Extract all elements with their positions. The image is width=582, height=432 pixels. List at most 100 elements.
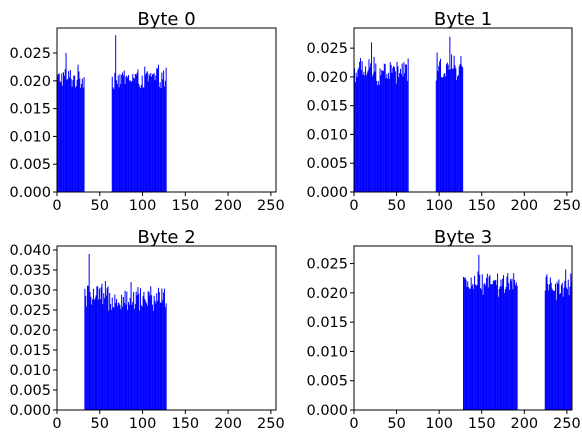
histogram-bar xyxy=(120,309,122,410)
histogram-bar xyxy=(464,277,466,410)
histogram-bar xyxy=(149,76,151,192)
histogram-bar xyxy=(125,76,127,192)
histogram-bar xyxy=(462,67,464,192)
histogram-bar xyxy=(62,72,64,192)
histogram-bar xyxy=(122,75,124,192)
histogram-bar xyxy=(471,285,473,410)
histogram-bar xyxy=(449,36,451,192)
histogram-bar xyxy=(140,84,142,192)
histogram-bar xyxy=(125,304,127,410)
histogram-bar xyxy=(439,61,441,192)
histogram-bar xyxy=(61,73,63,192)
subplot-byte-0: Byte 0 0 50 100 150 200 250 0.0000.0050.0100.… xyxy=(9,9,284,214)
histogram-bar xyxy=(555,299,557,410)
histogram-bar xyxy=(495,279,497,410)
histogram-bar xyxy=(161,288,163,410)
histogram-bar xyxy=(511,278,513,410)
x-tick-label: 200 xyxy=(510,416,538,432)
histogram-bar xyxy=(67,78,69,192)
histogram-bar xyxy=(560,293,562,410)
y-tick-label: 0.030 xyxy=(9,283,51,299)
histogram-bar xyxy=(146,71,148,192)
histogram-bar xyxy=(98,299,100,410)
histogram-bar xyxy=(565,269,567,410)
histogram-bar xyxy=(470,277,472,410)
histogram-bar xyxy=(563,287,565,410)
histogram-bar xyxy=(86,285,88,410)
histogram-bar xyxy=(93,299,95,410)
histogram-bar xyxy=(445,64,447,192)
histogram-bar xyxy=(111,297,113,410)
histogram-bar xyxy=(126,291,128,410)
histogram-bar xyxy=(157,64,159,192)
histogram-bar xyxy=(467,281,469,410)
histogram-bar xyxy=(486,273,488,410)
histogram-bar xyxy=(132,74,134,192)
histogram-bar xyxy=(77,64,79,192)
subplot-title: Byte 0 xyxy=(137,9,195,30)
histogram-bar xyxy=(457,75,459,192)
y-tick-label: 0.025 xyxy=(306,41,348,57)
histogram-bar xyxy=(104,298,106,410)
histogram-bar xyxy=(153,73,155,192)
histogram-bar xyxy=(89,291,91,410)
histogram-bar xyxy=(157,287,159,410)
histogram-bar xyxy=(477,271,479,410)
bars-byte-1 xyxy=(354,36,464,193)
histogram-bar xyxy=(95,295,97,410)
histogram-bar xyxy=(145,74,147,192)
histogram-bar xyxy=(131,304,133,410)
histogram-bar xyxy=(139,88,141,192)
histogram-bar xyxy=(488,276,490,410)
x-tick-label: 50 xyxy=(387,198,405,214)
x-tick-label: 250 xyxy=(553,416,581,432)
histogram-bar xyxy=(448,69,450,192)
histogram-bar xyxy=(129,80,131,192)
histogram-bar xyxy=(154,80,156,192)
x-tick-label: 150 xyxy=(468,416,496,432)
histogram-bar xyxy=(133,292,135,410)
histogram-bar xyxy=(63,75,65,192)
histogram-bar xyxy=(546,274,548,410)
histogram-bar xyxy=(101,283,103,410)
subplot-title: Byte 2 xyxy=(137,227,195,248)
x-axis-ticks: 0 50 100 150 200 250 xyxy=(52,192,285,214)
y-tick-label: 0.005 xyxy=(9,383,51,399)
y-tick-label: 0.010 xyxy=(306,344,348,360)
histogram-bar xyxy=(122,306,124,410)
x-axis-ticks: 0 50 100 150 200 250 xyxy=(52,410,285,432)
y-tick-label: 0.020 xyxy=(306,286,348,302)
x-axis-ticks: 0 50 100 150 200 250 xyxy=(349,192,581,214)
subplot-title: Byte 3 xyxy=(434,227,492,248)
histogram-bar xyxy=(397,66,399,192)
y-tick-label: 0.015 xyxy=(306,99,348,115)
histogram-bar xyxy=(375,63,377,193)
histogram-bar xyxy=(76,79,78,192)
y-tick-label: 0.020 xyxy=(306,70,348,86)
histogram-bar xyxy=(474,284,476,410)
y-axis-ticks: 0.000 0.005 0.010 0.015 0.020 0.025 0.030 0.035… xyxy=(9,243,57,419)
histogram-bar xyxy=(362,74,364,192)
histogram-bar xyxy=(507,273,509,410)
histogram-bar xyxy=(105,295,107,410)
histogram-bar xyxy=(405,64,407,192)
histogram-bar xyxy=(107,286,109,410)
subplot-byte-2: Byte 2 0 50 100 150 200 250 0.0000.0050.0100.… xyxy=(9,227,284,432)
histogram-bar xyxy=(400,73,402,192)
histogram-bar xyxy=(551,288,553,410)
histogram-bar xyxy=(80,83,82,192)
histogram-bar xyxy=(123,302,125,410)
histogram-bar xyxy=(58,73,60,192)
histogram-bar xyxy=(396,61,398,193)
histogram-bar xyxy=(391,72,393,192)
histogram-bar xyxy=(85,295,87,410)
histogram-bar xyxy=(389,62,391,192)
histogram-bar xyxy=(392,67,394,192)
histogram-bar xyxy=(143,291,145,410)
histogram-bar xyxy=(549,277,551,410)
histogram-bar xyxy=(564,280,566,410)
histogram-bar xyxy=(463,276,464,410)
histogram-bar xyxy=(402,76,404,192)
histogram-bar xyxy=(450,69,452,192)
